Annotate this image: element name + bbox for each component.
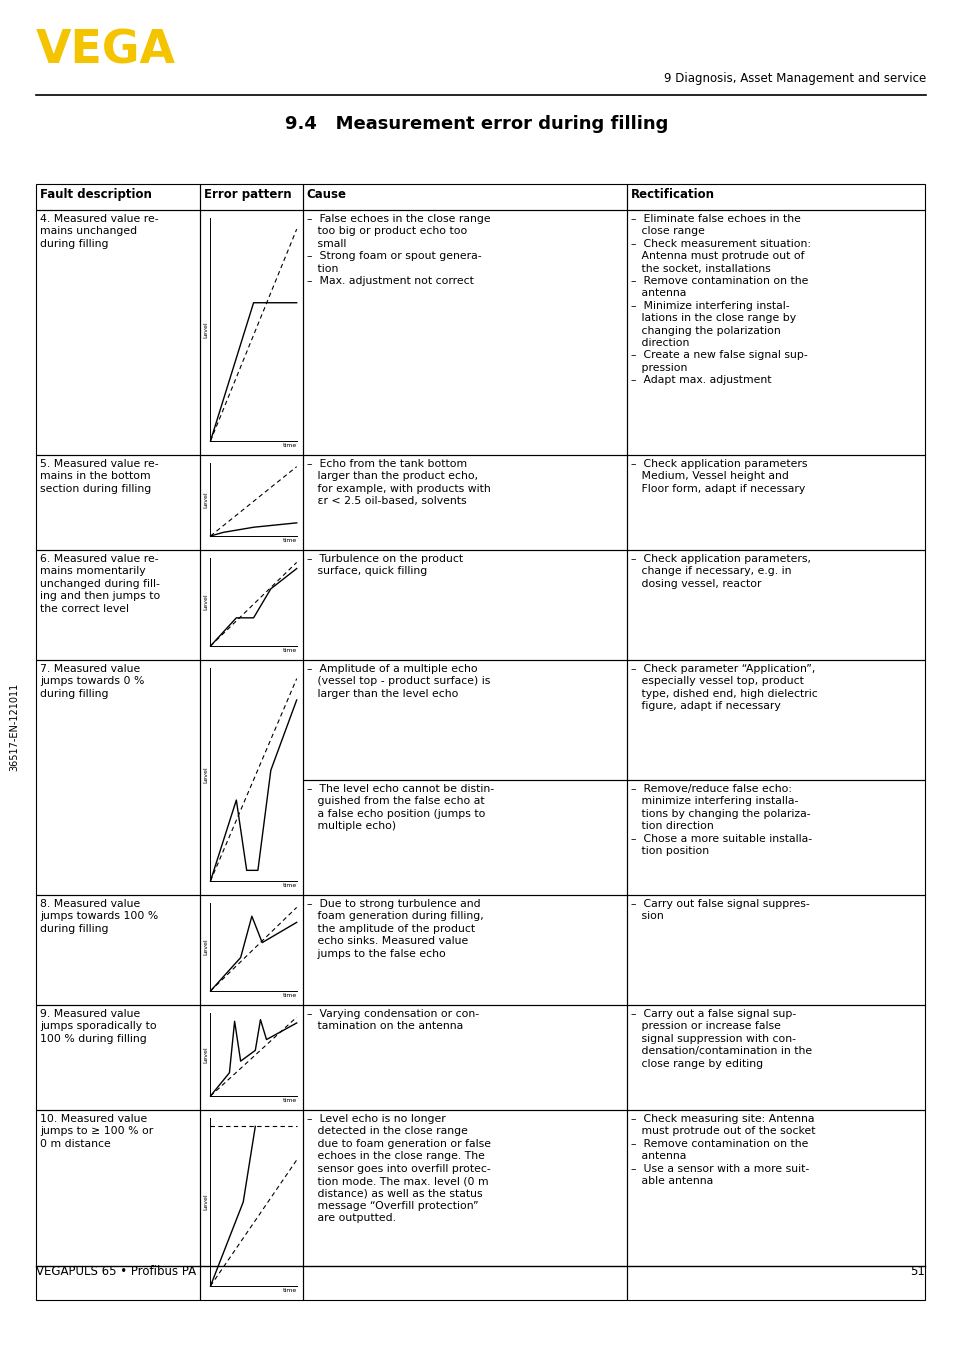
Bar xyxy=(302,780,626,895)
Text: time: time xyxy=(282,649,296,653)
Text: 9. Measured value
jumps sporadically to
100 % during filling: 9. Measured value jumps sporadically to … xyxy=(40,1009,156,1044)
Bar xyxy=(302,659,626,780)
Bar xyxy=(626,1110,924,1300)
Text: 10. Measured value
jumps to ≥ 100 % or
0 m distance: 10. Measured value jumps to ≥ 100 % or 0… xyxy=(40,1114,153,1148)
Bar xyxy=(36,210,200,455)
Text: time: time xyxy=(282,538,296,543)
Text: –  Turbulence on the product
   surface, quick filling: – Turbulence on the product surface, qui… xyxy=(306,554,462,577)
Bar xyxy=(36,550,200,659)
Text: 9.4   Measurement error during filling: 9.4 Measurement error during filling xyxy=(285,115,668,133)
Text: –  Check parameter “Application”,
   especially vessel top, product
   type, dis: – Check parameter “Application”, especia… xyxy=(631,663,817,711)
Bar xyxy=(200,1110,302,1300)
Text: Rectification: Rectification xyxy=(631,188,715,200)
Text: Level: Level xyxy=(203,1047,209,1063)
Text: Level: Level xyxy=(203,321,209,337)
Text: Error pattern: Error pattern xyxy=(204,188,292,200)
Text: 4. Measured value re-
mains unchanged
during filling: 4. Measured value re- mains unchanged du… xyxy=(40,214,158,249)
Bar xyxy=(626,895,924,1005)
Text: –  Carry out false signal suppres-
   sion: – Carry out false signal suppres- sion xyxy=(631,899,809,922)
Text: 7. Measured value
jumps towards 0 %
during filling: 7. Measured value jumps towards 0 % duri… xyxy=(40,663,144,699)
Bar xyxy=(626,780,924,895)
Text: –  Due to strong turbulence and
   foam generation during filling,
   the amplit: – Due to strong turbulence and foam gene… xyxy=(306,899,483,959)
Bar xyxy=(302,895,626,1005)
Text: –  Level echo is no longer
   detected in the close range
   due to foam generat: – Level echo is no longer detected in th… xyxy=(306,1114,490,1223)
Text: –  Echo from the tank bottom
   larger than the product echo,
   for example, wi: – Echo from the tank bottom larger than … xyxy=(306,459,490,506)
Bar xyxy=(200,895,302,1005)
Text: time: time xyxy=(282,1098,296,1104)
Text: –  Check application parameters,
   change if necessary, e.g. in
   dosing vesse: – Check application parameters, change i… xyxy=(631,554,810,589)
Text: Level: Level xyxy=(203,593,209,611)
Text: –  Check measuring site: Antenna
   must protrude out of the socket
–  Remove co: – Check measuring site: Antenna must pro… xyxy=(631,1114,815,1186)
Bar xyxy=(302,210,626,455)
Bar xyxy=(36,455,200,550)
Text: –  Amplitude of a multiple echo
   (vessel top - product surface) is
   larger t: – Amplitude of a multiple echo (vessel t… xyxy=(306,663,490,699)
Text: –  False echoes in the close range
   too big or product echo too
   small
–  St: – False echoes in the close range too bi… xyxy=(306,214,490,286)
Text: –  Eliminate false echoes in the
   close range
–  Check measurement situation:
: – Eliminate false echoes in the close ra… xyxy=(631,214,810,385)
Text: –  Check application parameters
   Medium, Vessel height and
   Floor form, adap: – Check application parameters Medium, V… xyxy=(631,459,807,494)
Text: –  Varying condensation or con-
   tamination on the antenna: – Varying condensation or con- taminatio… xyxy=(306,1009,478,1032)
Bar xyxy=(626,659,924,780)
Bar xyxy=(200,1005,302,1110)
Bar xyxy=(626,455,924,550)
Bar xyxy=(626,210,924,455)
Text: VEGAPULS 65 • Profibus PA: VEGAPULS 65 • Profibus PA xyxy=(36,1265,196,1278)
Bar xyxy=(626,550,924,659)
Text: 9 Diagnosis, Asset Management and service: 9 Diagnosis, Asset Management and servic… xyxy=(663,72,925,85)
Text: –  Carry out a false signal sup-
   pression or increase false
   signal suppres: – Carry out a false signal sup- pression… xyxy=(631,1009,811,1068)
Text: Cause: Cause xyxy=(306,188,346,200)
Text: Fault description: Fault description xyxy=(40,188,152,200)
Bar xyxy=(626,1005,924,1110)
Text: 51: 51 xyxy=(909,1265,924,1278)
Text: 8. Measured value
jumps towards 100 %
during filling: 8. Measured value jumps towards 100 % du… xyxy=(40,899,158,934)
Text: time: time xyxy=(282,992,296,998)
Text: time: time xyxy=(282,443,296,448)
Text: 36517-EN-121011: 36517-EN-121011 xyxy=(9,682,19,772)
Text: time: time xyxy=(282,1288,296,1293)
Text: –  Remove/reduce false echo:
   minimize interfering installa-
   tions by chang: – Remove/reduce false echo: minimize int… xyxy=(631,784,811,856)
Text: VEGA: VEGA xyxy=(36,28,175,73)
Bar xyxy=(36,184,200,210)
Bar xyxy=(36,1110,200,1300)
Bar xyxy=(200,184,302,210)
Bar xyxy=(302,550,626,659)
Bar xyxy=(200,659,302,895)
Bar xyxy=(36,895,200,1005)
Text: 6. Measured value re-
mains momentarily
unchanged during fill-
ing and then jump: 6. Measured value re- mains momentarily … xyxy=(40,554,160,613)
Text: –  The level echo cannot be distin-
   guished from the false echo at
   a false: – The level echo cannot be distin- guish… xyxy=(306,784,494,831)
Text: Level: Level xyxy=(203,938,209,956)
Text: 5. Measured value re-
mains in the bottom
section during filling: 5. Measured value re- mains in the botto… xyxy=(40,459,158,494)
Text: Level: Level xyxy=(203,492,209,508)
Bar xyxy=(302,1005,626,1110)
Bar xyxy=(302,1110,626,1300)
Bar xyxy=(200,210,302,455)
Text: Level: Level xyxy=(203,766,209,783)
Bar xyxy=(36,1005,200,1110)
Bar xyxy=(626,184,924,210)
Bar xyxy=(36,659,200,895)
Bar xyxy=(200,550,302,659)
Text: Level: Level xyxy=(203,1194,209,1210)
Bar xyxy=(200,455,302,550)
Bar xyxy=(302,184,626,210)
Text: time: time xyxy=(282,883,296,888)
Bar xyxy=(302,455,626,550)
